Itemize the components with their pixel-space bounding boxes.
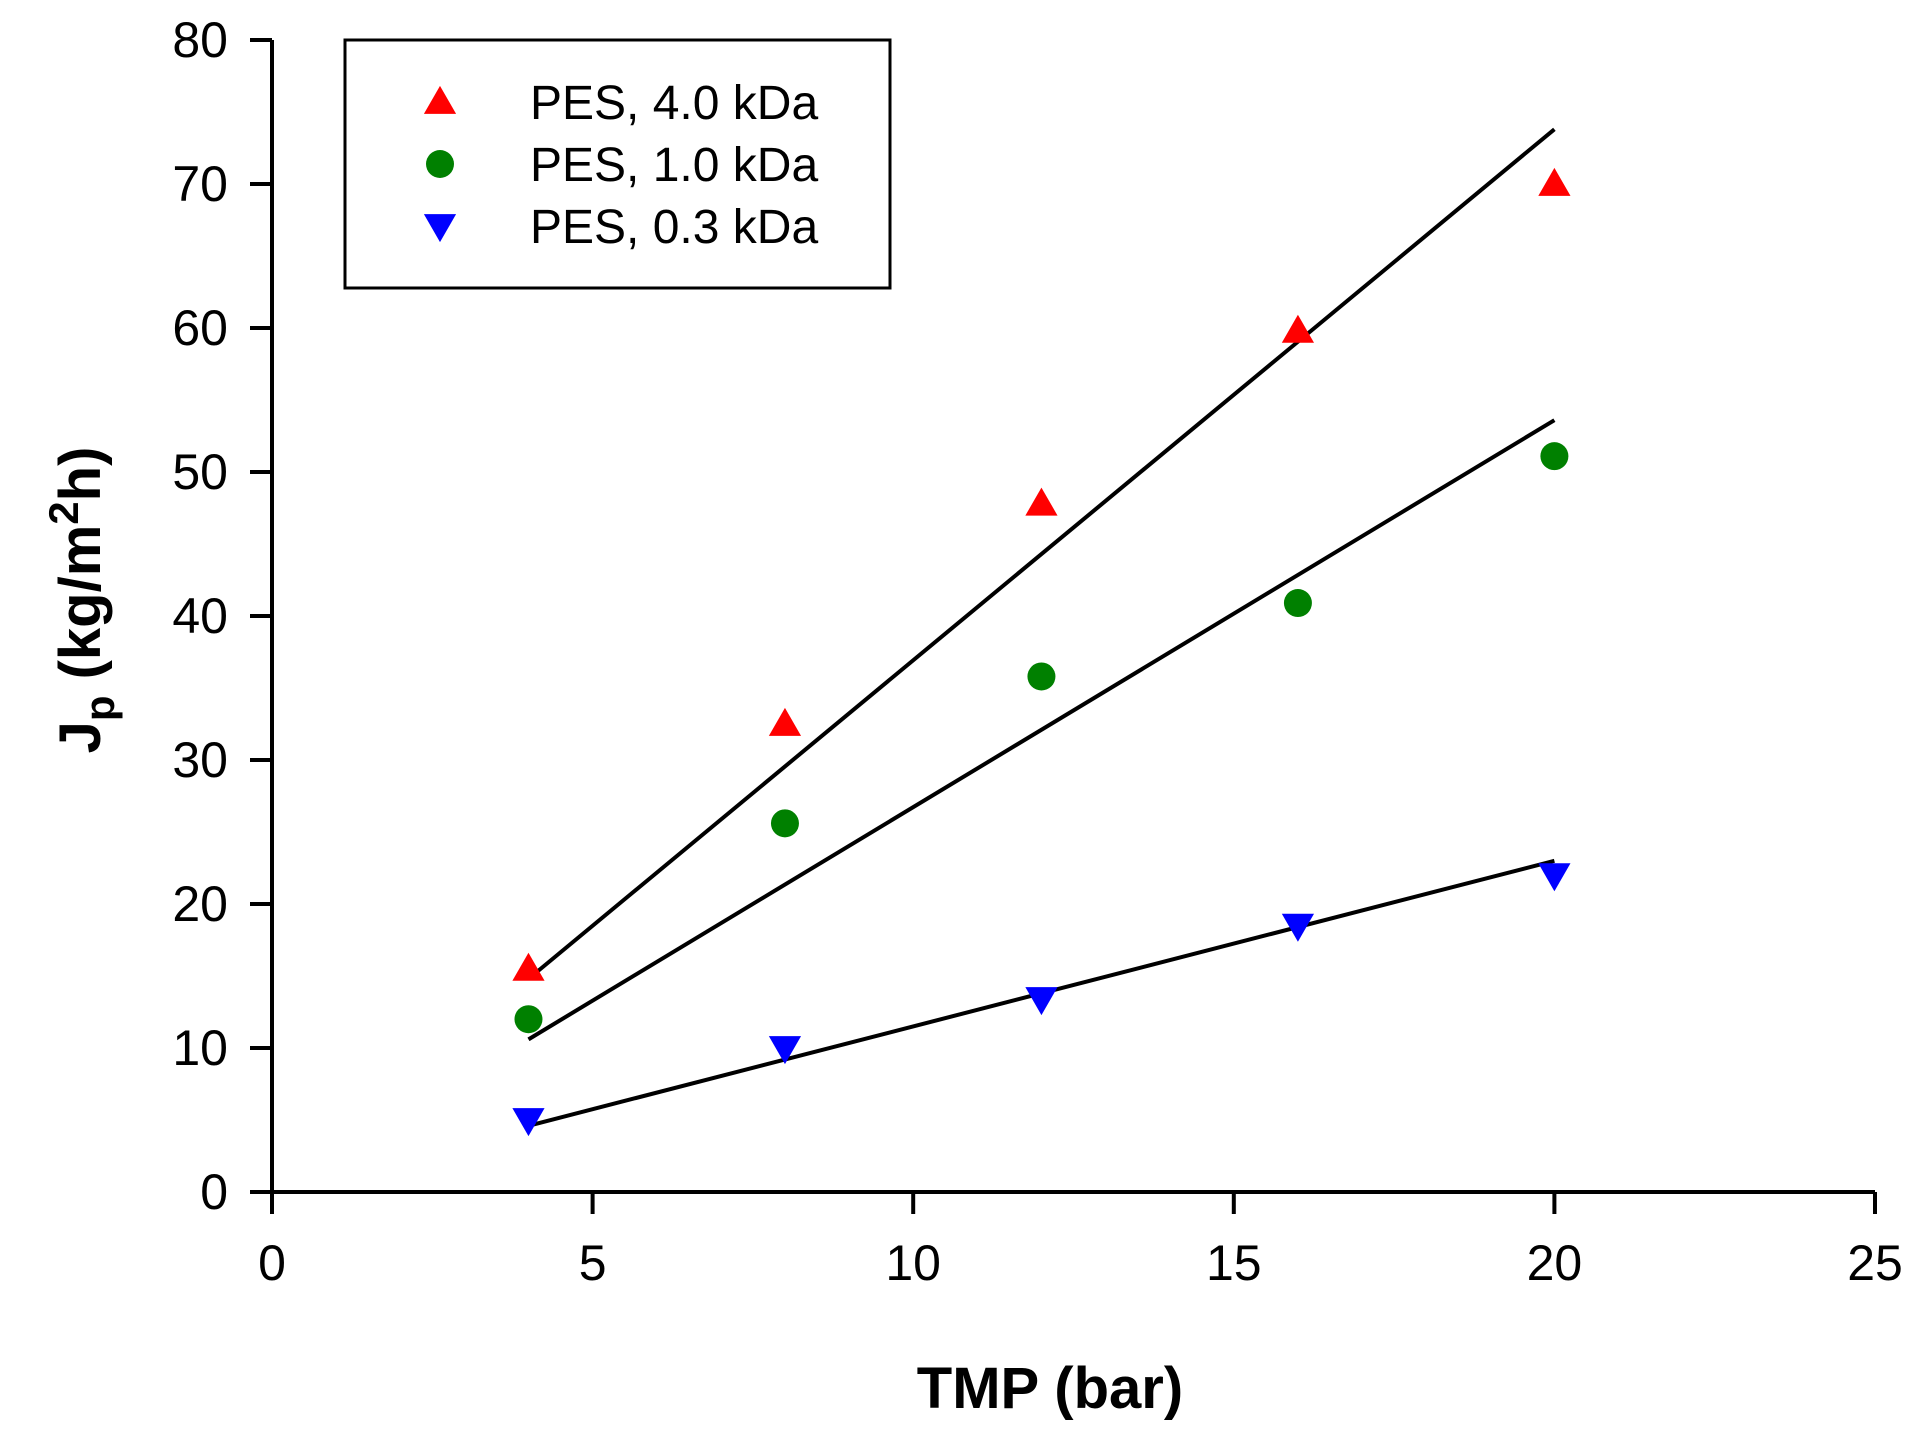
y-axis-title: Jp (kg/m2h) (40, 447, 123, 754)
y-tick-label: 30 (172, 732, 228, 788)
fit-line-pes-1-0-kda (527, 418, 1556, 1042)
fit-line-pes-4-0-kda (527, 127, 1556, 981)
y-tick-label: 40 (172, 588, 228, 644)
data-point-pes-0-3-kda (512, 1108, 545, 1137)
data-point-pes-1-0-kda (770, 809, 799, 838)
y-tick-label: 10 (172, 1020, 228, 1076)
legend-label-pes-1-0-kda: PES, 1.0 kDa (530, 139, 818, 192)
x-tick-label: 5 (579, 1235, 607, 1291)
data-point-pes-0-3-kda (1281, 913, 1315, 942)
data-point-pes-0-3-kda (1025, 987, 1058, 1016)
data-point-pes-1-0-kda (514, 1005, 543, 1034)
legend: PES, 4.0 kDa PES, 1.0 kDa PES, 0.3 kDa (343, 38, 892, 290)
data-points (512, 167, 1571, 1137)
y-tick-label: 20 (172, 876, 228, 932)
legend-marker-pes-1-0-kda (426, 150, 454, 178)
data-point-pes-1-0-kda (1540, 442, 1569, 471)
data-point-pes-4-0-kda (512, 952, 545, 981)
legend-marker-pes-0-3-kda (423, 214, 457, 243)
y-tick-label: 80 (172, 12, 228, 68)
y-tick-label: 60 (172, 300, 228, 356)
x-tick-label: 15 (1206, 1235, 1262, 1291)
y-axis-title-sub: p (76, 696, 123, 722)
data-point-pes-1-0-kda (1283, 589, 1312, 618)
legend-marker-pes-4-0-kda (423, 85, 457, 114)
axes: 0 5 10 15 20 25 0 10 20 30 40 50 60 70 80 (172, 12, 1902, 1291)
data-point-pes-4-0-kda (1025, 487, 1058, 516)
y-axis-title-main: J (48, 721, 113, 753)
y-tick-label: 0 (200, 1164, 228, 1220)
y-axis-title-unit: (kg/m (48, 525, 113, 696)
x-tick-label: 0 (258, 1235, 286, 1291)
legend-label-pes-4-0-kda: PES, 4.0 kDa (530, 77, 818, 130)
x-axis-title: TMP (bar) (917, 1356, 1183, 1421)
data-point-pes-0-3-kda (1538, 863, 1571, 892)
legend-label-pes-0-3-kda: PES, 0.3 kDa (530, 201, 818, 254)
x-tick-label: 10 (885, 1235, 941, 1291)
y-axis-title-sup: 2 (40, 501, 87, 524)
data-point-pes-4-0-kda (768, 707, 802, 736)
x-tick-label: 25 (1847, 1235, 1903, 1291)
y-axis-title-unit-close: h) (48, 447, 113, 502)
data-point-pes-4-0-kda (1281, 314, 1315, 343)
y-tick-label: 50 (172, 444, 228, 500)
data-point-pes-4-0-kda (1538, 167, 1571, 196)
y-tick-label: 70 (172, 156, 228, 212)
data-point-pes-0-3-kda (768, 1036, 802, 1065)
x-tick-label: 20 (1527, 1235, 1583, 1291)
data-point-pes-1-0-kda (1027, 662, 1056, 691)
